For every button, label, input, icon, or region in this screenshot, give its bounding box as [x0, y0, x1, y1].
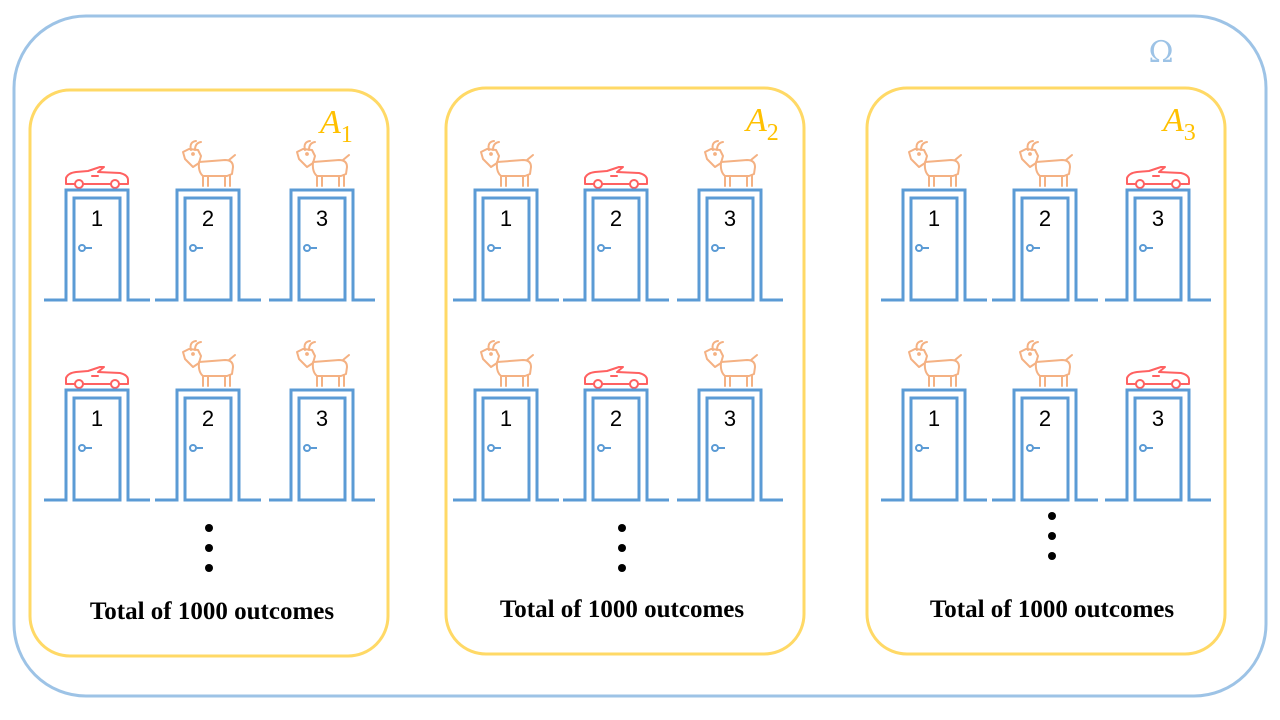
outcome-row: 1 2 3	[453, 340, 783, 502]
door-icon	[563, 188, 669, 302]
door-icon	[677, 188, 783, 302]
event-set-2: A2 1 2 3 1 2 3 Total of 1000 outcomes	[444, 86, 806, 656]
door-number: 1	[500, 406, 512, 431]
outcome-row: 1 2 3	[881, 340, 1211, 502]
sample-space-label: Ω	[1149, 35, 1174, 70]
outcome-row: 1 2 3	[453, 140, 783, 302]
goat-icon	[480, 140, 534, 187]
door-icon	[992, 188, 1098, 302]
total-outcomes-label: Total of 1000 outcomes	[500, 596, 744, 623]
door-number: 2	[1039, 406, 1051, 431]
door-number: 3	[316, 206, 328, 231]
door-number: 2	[1039, 206, 1051, 231]
goat-icon	[296, 340, 350, 387]
goat-icon	[704, 140, 758, 187]
door-icon	[453, 388, 559, 502]
door-icon	[155, 388, 261, 502]
goat-icon	[704, 340, 758, 387]
ellipsis-dots	[1048, 512, 1056, 560]
door-icon	[881, 188, 987, 302]
goat-icon	[182, 340, 236, 387]
door-number: 1	[91, 206, 103, 231]
car-icon	[584, 366, 648, 389]
goat-icon	[1019, 140, 1073, 187]
goat-icon	[908, 140, 962, 187]
door-number: 3	[316, 406, 328, 431]
door-icon	[1105, 188, 1211, 302]
event-set-3: A3 1 2 3 1 2 3 Total of 1000 outcomes	[865, 86, 1227, 656]
car-icon	[1126, 366, 1190, 389]
door-number: 3	[724, 206, 736, 231]
door-number: 3	[724, 406, 736, 431]
door-number: 3	[1152, 206, 1164, 231]
goat-icon	[182, 140, 236, 187]
event-set-box	[865, 86, 1227, 656]
outcome-row: 1 2 3	[44, 140, 375, 302]
door-icon	[992, 388, 1098, 502]
door-icon	[155, 188, 261, 302]
goat-icon	[908, 340, 962, 387]
door-number: 1	[500, 206, 512, 231]
ellipsis-dots	[205, 524, 213, 572]
event-set-label: A1	[318, 104, 353, 148]
events-layer: A1 1 2 3 1 2 3 Total of 1000 outcomes A2 1 2 3 1 2 3 To…	[28, 86, 1227, 658]
door-icon	[44, 388, 150, 502]
car-icon	[584, 166, 648, 189]
door-icon	[677, 388, 783, 502]
ellipsis-dots	[618, 524, 626, 572]
total-outcomes-label: Total of 1000 outcomes	[90, 598, 334, 625]
door-number: 2	[610, 206, 622, 231]
event-set-label: A2	[744, 102, 779, 146]
door-icon	[269, 188, 375, 302]
door-icon	[44, 188, 150, 302]
door-number: 1	[928, 206, 940, 231]
door-number: 2	[202, 406, 214, 431]
car-icon	[1126, 166, 1190, 189]
door-number: 3	[1152, 406, 1164, 431]
door-icon	[881, 388, 987, 502]
event-set-label: A3	[1161, 102, 1196, 146]
goat-icon	[480, 340, 534, 387]
door-number: 1	[91, 406, 103, 431]
event-set-box	[444, 86, 806, 656]
door-icon	[453, 188, 559, 302]
door-icon	[563, 388, 669, 502]
door-number: 2	[610, 406, 622, 431]
outcome-row: 1 2 3	[44, 340, 375, 502]
car-icon	[65, 166, 129, 189]
total-outcomes-label: Total of 1000 outcomes	[930, 596, 1174, 623]
goat-icon	[1019, 340, 1073, 387]
door-icon	[1105, 388, 1211, 502]
door-number: 1	[928, 406, 940, 431]
event-set-box	[28, 88, 390, 658]
car-icon	[65, 366, 129, 389]
outcome-row: 1 2 3	[881, 140, 1211, 302]
door-icon	[269, 388, 375, 502]
door-number: 2	[202, 206, 214, 231]
goat-icon	[296, 140, 350, 187]
event-set-1: A1 1 2 3 1 2 3 Total of 1000 outcomes	[28, 88, 390, 658]
sample-space-box	[12, 14, 1268, 698]
